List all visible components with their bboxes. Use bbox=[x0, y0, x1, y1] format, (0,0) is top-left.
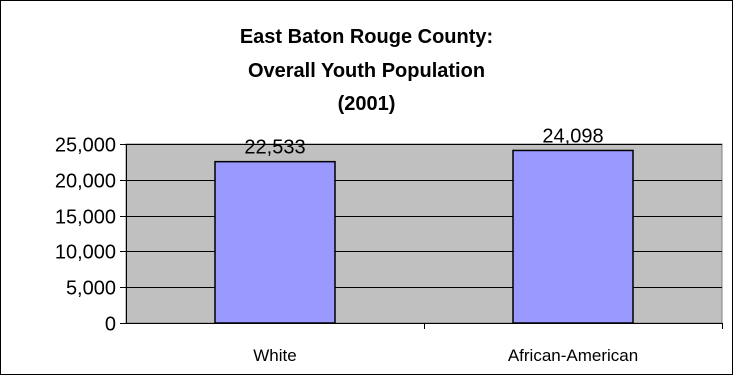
bar-white bbox=[214, 160, 336, 324]
chart-title-line-3: (2001) bbox=[337, 93, 396, 115]
bar-african-american bbox=[512, 149, 634, 324]
chart-title-line-1: East Baton Rouge County: bbox=[239, 26, 494, 48]
y-tick-label: 10,000 bbox=[55, 242, 116, 264]
bar-value-label: 22,533 bbox=[244, 137, 305, 159]
bar-value-label: 24,098 bbox=[542, 125, 603, 147]
y-tick-label: 5,000 bbox=[66, 278, 116, 300]
chart-title-line-2: Overall Youth Population bbox=[247, 60, 486, 82]
y-tick-label: 15,000 bbox=[55, 207, 116, 229]
y-tick-label: 20,000 bbox=[55, 171, 116, 193]
x-category-label: White bbox=[253, 346, 296, 365]
y-tick-label: 0 bbox=[105, 314, 116, 336]
x-category-label: African-American bbox=[508, 346, 638, 365]
y-tick-label: 25,000 bbox=[55, 135, 116, 157]
